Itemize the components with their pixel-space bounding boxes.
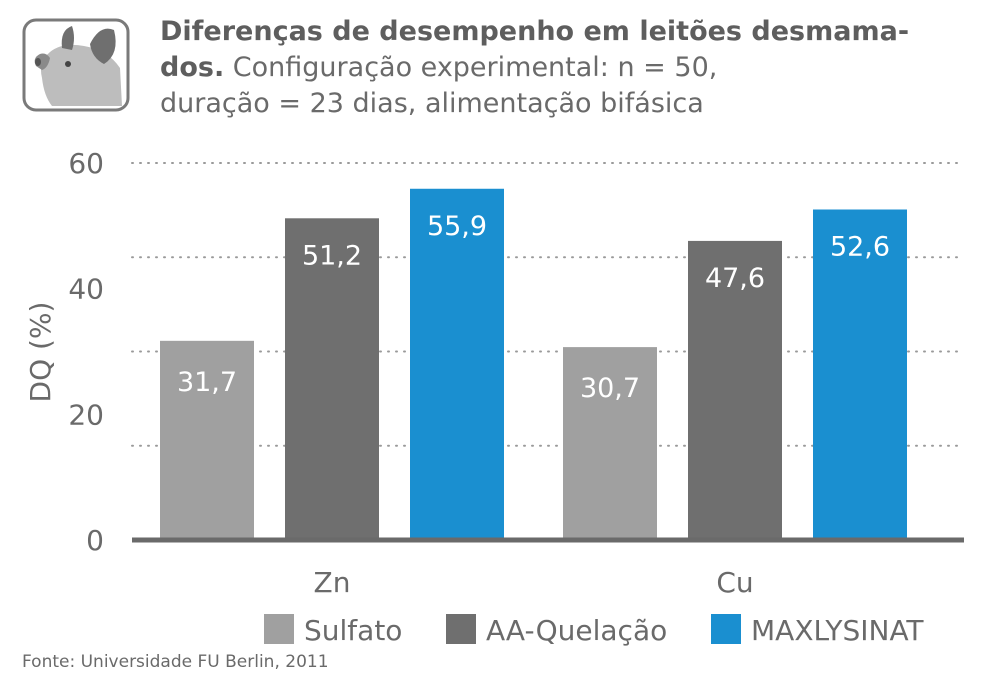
- y-tick-label-60: 60: [68, 147, 104, 180]
- bar-cu-aa-quelação: [688, 240, 782, 540]
- y-tick-label-0: 0: [86, 524, 104, 557]
- source-note: Fonte: Universidade FU Berlin, 2011: [22, 652, 329, 672]
- x-category-label-zn: Zn: [314, 566, 351, 599]
- legend-swatch-sulfato: [264, 614, 294, 644]
- data-label-cu-maxlysinat: 52,6: [830, 231, 890, 262]
- bar-zn-sulfato: [160, 340, 254, 540]
- y-tick-label-40: 40: [68, 273, 104, 306]
- title-bold-line2: dos.: [160, 52, 225, 83]
- data-label-cu-aa-quelação: 47,6: [705, 263, 765, 294]
- title-line3: duração = 23 dias, alimentação bifásica: [160, 88, 704, 119]
- data-label-zn-sulfato: 31,7: [177, 367, 237, 398]
- legend-label-maxlysinat: MAXLYSINAT: [751, 614, 924, 647]
- x-category-label-cu: Cu: [716, 566, 753, 599]
- data-label-cu-sulfato: 30,7: [580, 373, 640, 404]
- legend-label-sulfato: Sulfato: [304, 614, 402, 647]
- title-rest-line2: Configuração experimental: n = 50,: [224, 52, 718, 83]
- pig-icon: [22, 18, 130, 112]
- chart-title: Diferenças de desempenho em leitões desm…: [160, 14, 960, 122]
- y-axis-label: DQ (%): [24, 302, 57, 403]
- bar-cu-maxlysinat: [813, 209, 907, 540]
- data-label-zn-maxlysinat: 55,9: [427, 211, 487, 242]
- title-bold-line1: Diferenças de desempenho em leitões desm…: [160, 16, 910, 47]
- bar-zn-maxlysinat: [410, 188, 504, 541]
- bar-cu-sulfato: [563, 347, 657, 540]
- y-tick-label-20: 20: [68, 398, 104, 431]
- legend-swatch-aa-quelação: [446, 614, 476, 644]
- legend-label-aa-quelação: AA-Quelação: [486, 614, 667, 647]
- legend-swatch-maxlysinat: [711, 614, 741, 644]
- data-label-zn-aa-quelação: 51,2: [302, 240, 362, 271]
- bar-zn-aa-quelação: [285, 218, 379, 540]
